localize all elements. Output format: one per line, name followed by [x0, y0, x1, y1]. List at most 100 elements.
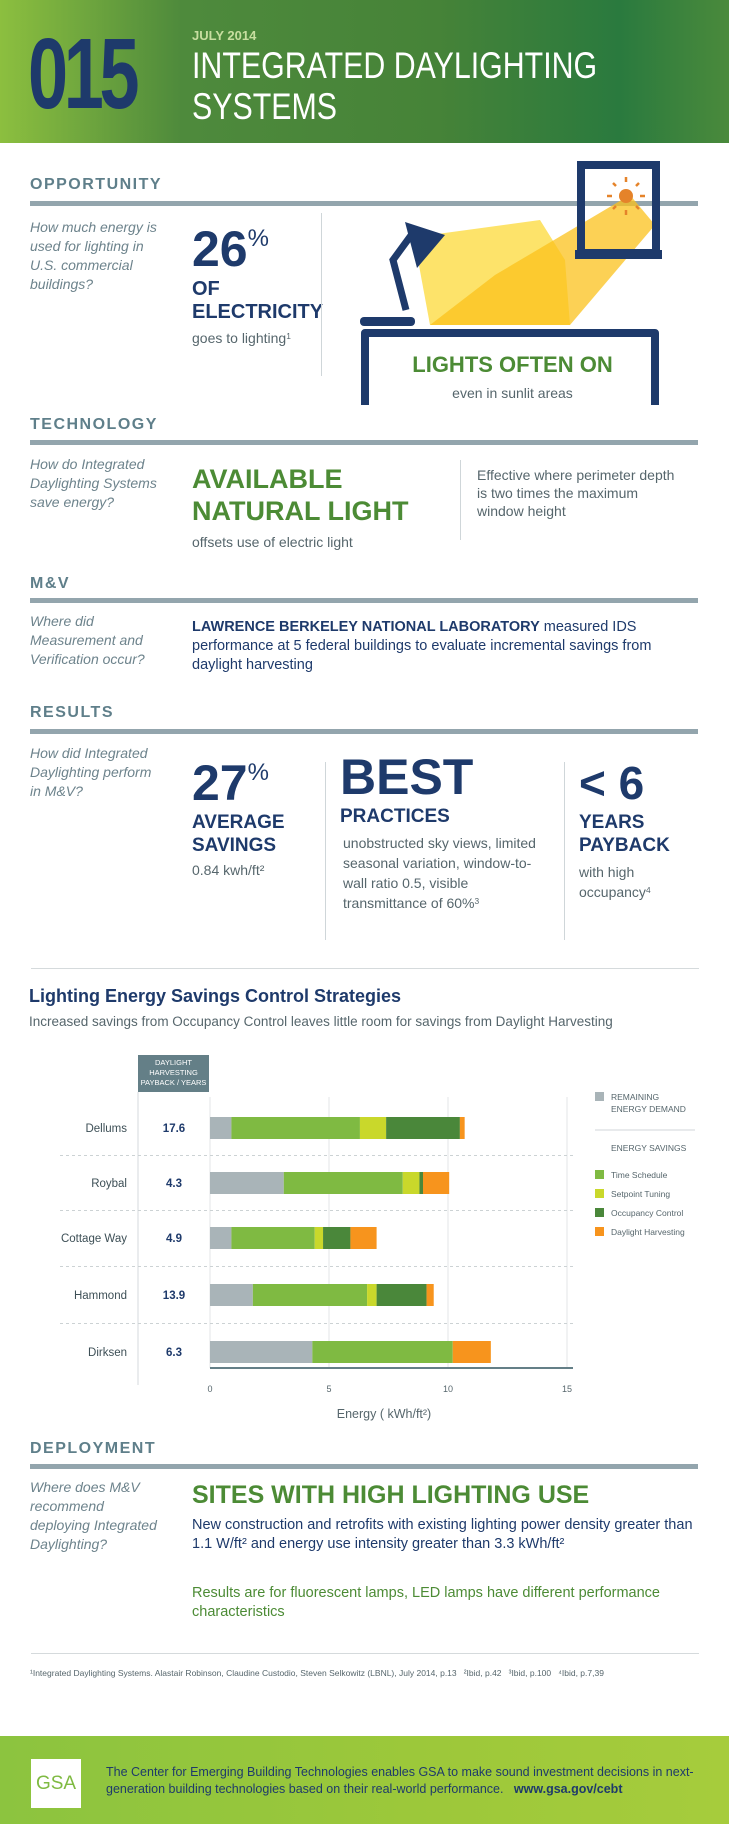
stat-unit: %	[247, 225, 269, 252]
bar-segment-time-schedule	[312, 1341, 453, 1363]
section-heading-results: RESULTS	[30, 704, 114, 721]
section-heading-opportunity: OPPORTUNITY	[30, 176, 163, 193]
lamp-window-illustration	[360, 161, 662, 405]
technology-headline1: AVAILABLE	[192, 464, 343, 494]
legend-swatch	[595, 1208, 604, 1217]
bar-segment-time-schedule	[231, 1227, 315, 1249]
stat-sub-text: goes to lighting	[192, 330, 287, 346]
bar-segment-time-schedule	[252, 1284, 368, 1306]
bar-segment-time-schedule	[231, 1117, 360, 1139]
report-title-line2: SYSTEMS	[192, 86, 337, 127]
divider	[325, 762, 326, 940]
section-rule	[30, 1464, 698, 1469]
category-label: Dellums	[85, 1123, 127, 1135]
x-tick-label: 5	[326, 1384, 331, 1394]
bar-segment-remaining-energy-demand	[210, 1227, 232, 1249]
bar-segment-setpoint-tuning	[359, 1117, 387, 1139]
category-label: Cottage Way	[61, 1233, 127, 1245]
bar-segment-occupancy-control	[386, 1117, 460, 1139]
divider	[564, 762, 565, 940]
gsa-logo-text: GSA	[35, 1773, 77, 1794]
footer-text: The Center for Emerging Building Technol…	[106, 1764, 716, 1798]
section-rule	[30, 201, 698, 206]
stat-value: 26	[192, 221, 248, 277]
best-sub-text: unobstructed sky views, limited seasonal…	[343, 835, 536, 911]
payback-value: 4.9	[166, 1233, 182, 1245]
mv-description: measured IDS performance at 5 federal bu…	[192, 619, 652, 673]
bar-segment-occupancy-control	[419, 1172, 424, 1194]
savings-sub: 0.84 kwh/ft²	[192, 862, 265, 878]
x-tick-label: 15	[562, 1384, 572, 1394]
lbnl-name: LAWRENCE BERKELEY NATIONAL LABORATORY	[192, 619, 540, 635]
bar-segment-time-schedule	[283, 1172, 403, 1194]
report-date: JULY 2014	[192, 28, 257, 43]
footnote-ref: 1	[286, 330, 291, 341]
legend-label: Daylight Harvesting	[611, 1227, 685, 1237]
opportunity-question: How much energy is used for lighting in …	[30, 219, 157, 292]
best-label: PRACTICES	[340, 806, 450, 827]
sun-icon	[619, 189, 633, 203]
results-question: How did Integrated Daylighting perform i…	[30, 745, 152, 799]
bar-segment-occupancy-control	[323, 1227, 351, 1249]
bar-segment-remaining-energy-demand	[210, 1341, 313, 1363]
bar-segment-daylight-harvesting	[459, 1117, 465, 1139]
bar-segment-daylight-harvesting	[350, 1227, 377, 1249]
bar-segment-remaining-energy-demand	[210, 1117, 232, 1139]
header-banner: 015 JULY 2014 INTEGRATED DAYLIGHTING SYS…	[0, 0, 729, 143]
gsa-logo: GSA	[31, 1759, 81, 1808]
payback-label2: PAYBACK	[579, 835, 670, 856]
x-tick-label: 0	[207, 1384, 212, 1394]
footnotes: ¹Integrated Daylighting Systems. Alastai…	[30, 1668, 604, 1678]
bar-segment-remaining-energy-demand	[210, 1284, 253, 1306]
payback-value: 13.9	[163, 1290, 185, 1302]
legend-swatch	[595, 1227, 604, 1236]
technology-side-note: Effective where perimeter depth is two t…	[477, 467, 675, 519]
chart-subtitle: Increased savings from Occupancy Control…	[29, 1014, 613, 1029]
payback-sub: with high occupancy4	[579, 862, 689, 902]
gsa-link[interactable]: www.gsa.gov/cebt	[513, 1782, 623, 1796]
stat-label-electricity: ELECTRICITY	[192, 301, 324, 323]
stat-label-of: OF	[192, 278, 220, 300]
savings-stat: 27%	[192, 758, 269, 808]
savings-label1: AVERAGE	[192, 812, 285, 833]
category-label: Roybal	[91, 1178, 127, 1190]
stat-sub: goes to lighting1	[192, 329, 291, 347]
report-title-line1: INTEGRATED DAYLIGHTING	[192, 45, 598, 86]
section-heading-deployment: DEPLOYMENT	[30, 1440, 157, 1457]
section-heading-technology: TECHNOLOGY	[30, 416, 158, 433]
report-number: 015	[28, 18, 139, 130]
divider	[321, 213, 322, 376]
lights-often-on-callout: LIGHTS OFTEN ON	[412, 352, 613, 377]
divider	[31, 1653, 699, 1654]
deployment-question: Where does M&V recommend deploying Integ…	[30, 1479, 157, 1552]
category-label: Dirksen	[88, 1347, 127, 1359]
best-sub: unobstructed sky views, limited seasonal…	[343, 833, 553, 913]
payback-header-text: DAYLIGHT	[155, 1058, 192, 1067]
legend-label: REMAINING	[611, 1092, 659, 1102]
payback-stat: < 6	[579, 757, 645, 809]
payback-header-box	[138, 1055, 209, 1092]
section-heading-mv: M&V	[30, 575, 71, 592]
opportunity-stat: 26%	[192, 224, 269, 274]
mv-question: Where did Measurement and Verification o…	[30, 613, 145, 667]
section-rule	[30, 440, 698, 445]
mv-text: LAWRENCE BERKELEY NATIONAL LABORATORY me…	[192, 618, 672, 675]
payback-value: 17.6	[163, 1123, 185, 1135]
best-stat: BEST	[340, 749, 474, 805]
technology-headline2: NATURAL LIGHT	[192, 496, 409, 526]
payback-value: 4.3	[166, 1178, 182, 1190]
footnote-ref: 4	[645, 884, 651, 895]
bar-segment-setpoint-tuning	[314, 1227, 324, 1249]
legend-group-label: ENERGY SAVINGS	[611, 1143, 687, 1153]
section-rule	[30, 729, 698, 734]
technology-question: How do Integrated Daylighting Systems sa…	[30, 456, 157, 510]
payback-value: 6.3	[166, 1347, 182, 1359]
deployment-text: New construction and retrofits with exis…	[192, 1517, 693, 1552]
deployment-headline: SITES WITH HIGH LIGHTING USE	[192, 1481, 590, 1509]
payback-header-text: HARVESTING	[149, 1068, 198, 1077]
bar-segment-daylight-harvesting	[423, 1172, 450, 1194]
legend-swatch	[595, 1170, 604, 1179]
legend-label: Time Schedule	[611, 1170, 668, 1180]
divider	[31, 968, 699, 969]
